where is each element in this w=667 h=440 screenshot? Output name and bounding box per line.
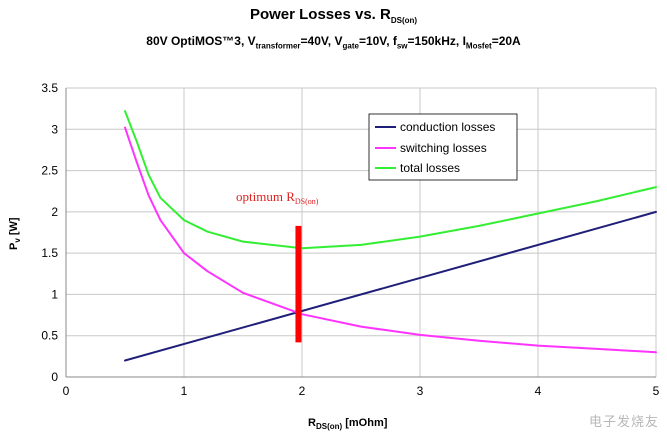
x-tick-label: 5: [653, 384, 660, 398]
chart-subtitle: 80V OptiMOS™3, Vtransformer=40V, Vgate=1…: [146, 34, 521, 51]
y-tick-label: 0: [51, 370, 58, 384]
x-tick-label: 2: [299, 384, 306, 398]
grid: [65, 87, 657, 378]
y-tick-label: 3.5: [41, 81, 58, 95]
x-tick-label: 1: [181, 384, 188, 398]
series-total-losses: [124, 110, 657, 250]
watermark: 电子发烧友: [588, 414, 659, 429]
y-tick-label: 0.5: [41, 329, 58, 343]
y-tick-label: 1: [51, 287, 58, 301]
chart-title: Power Losses vs. RDS(on): [249, 6, 418, 25]
series-switching-losses: [124, 126, 657, 354]
y-tick-label: 1.5: [41, 246, 58, 260]
x-tick-label: 0: [63, 384, 70, 398]
legend: conduction losses switching losses total…: [368, 113, 518, 181]
axis-ticks: 0 0.5 1 1.5 2 2.5 3 3.5 0 1 2 3 4 5: [41, 81, 659, 398]
y-tick-label: 2: [51, 205, 58, 219]
x-axis-label: RDS(on) [mOhm]: [308, 417, 388, 431]
x-tick-label: 4: [535, 384, 542, 398]
optimum-annotation-label: optimum RDS(on): [236, 189, 319, 206]
series: [124, 110, 657, 362]
y-axis-label: Pv [W]: [8, 217, 22, 250]
series-conduction-losses: [124, 210, 657, 362]
y-tick-label: 2.5: [41, 164, 58, 178]
legend-label-switching: switching losses: [400, 141, 487, 155]
x-tick-label: 3: [417, 384, 424, 398]
legend-label-conduction: conduction losses: [400, 120, 495, 134]
y-tick-label: 3: [51, 122, 58, 136]
legend-label-total: total losses: [400, 161, 460, 175]
